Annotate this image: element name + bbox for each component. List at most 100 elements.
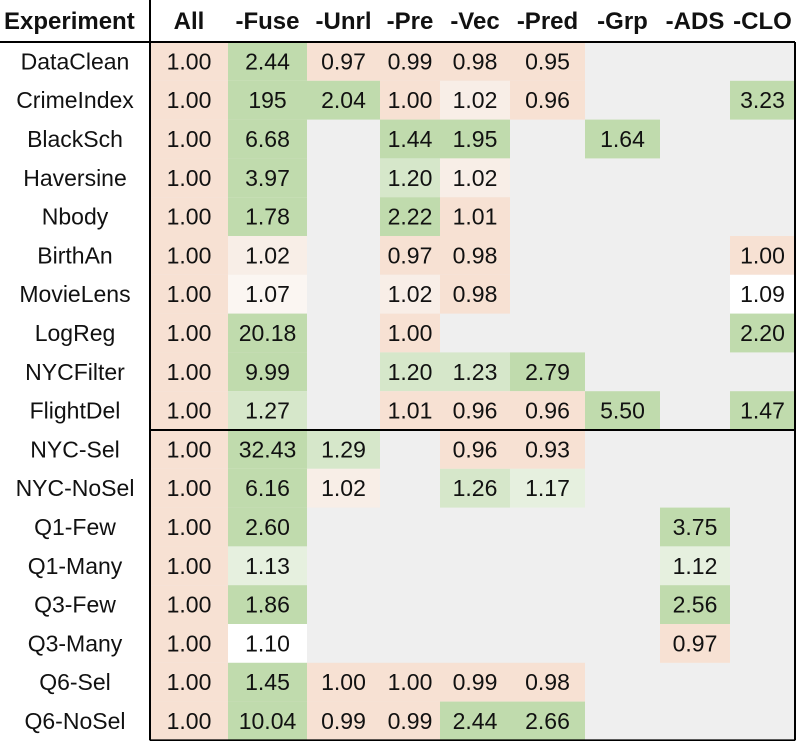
cell-bg-flightdel-fuse	[228, 391, 307, 430]
cell-value-movielens-all: 1.00	[167, 281, 212, 307]
cell-bg-crimeindex-vec	[440, 80, 510, 120]
cell-value-q6-sel-pred: 0.98	[525, 669, 570, 695]
cell-bg-dataclean-vec	[440, 42, 510, 81]
cell-bg-q1-many-ads	[660, 546, 730, 586]
header-fuse: -Fuse	[235, 8, 299, 35]
cell-value-q6-sel-fuse: 1.45	[245, 669, 290, 695]
cell-bg-blacksch-all	[150, 119, 228, 159]
cell-bg-nbody-all	[150, 197, 228, 236]
cell-value-q1-many-ads: 1.12	[673, 553, 718, 579]
row-label-q3-many: Q3-Many	[28, 630, 123, 656]
cell-value-q3-many-fuse: 1.10	[245, 630, 290, 656]
cell-value-flightdel-all: 1.00	[167, 398, 212, 424]
cell-bg-crimeindex-fuse	[228, 80, 307, 120]
row-label-logreg: LogReg	[35, 320, 116, 346]
cell-bg-nyc-sel-all	[150, 430, 228, 469]
cell-bg-crimeindex-pre	[380, 80, 440, 120]
cell-bg-birthan-clo	[730, 236, 795, 275]
row-label-blacksch: BlackSch	[27, 126, 123, 152]
cell-value-q6-sel-pre: 1.00	[388, 669, 433, 695]
cell-bg-q3-few-fuse	[228, 585, 307, 624]
cell-value-nyc-sel-all: 1.00	[167, 436, 212, 462]
cell-value-haversine-all: 1.00	[167, 165, 212, 191]
cell-value-dataclean-vec: 0.98	[453, 48, 498, 74]
cell-value-q1-many-fuse: 1.13	[245, 553, 290, 579]
cell-value-flightdel-pred: 0.96	[525, 398, 570, 424]
cell-value-movielens-pre: 1.02	[388, 281, 433, 307]
cell-bg-q3-many-ads	[660, 624, 730, 663]
cell-value-nbody-all: 1.00	[167, 204, 212, 230]
cell-bg-nyc-sel-unrl	[307, 430, 380, 469]
row-label-q6-sel: Q6-Sel	[39, 669, 111, 695]
row-label-nyc-sel: NYC-Sel	[30, 436, 119, 462]
cell-bg-q3-few-ads	[660, 585, 730, 624]
cell-value-nycfilter-vec: 1.23	[453, 359, 498, 385]
cell-value-movielens-fuse: 1.07	[245, 281, 290, 307]
cell-value-nyc-nosel-fuse: 6.16	[245, 475, 290, 501]
cell-bg-nyc-nosel-all	[150, 468, 228, 508]
cell-value-q6-nosel-all: 1.00	[167, 708, 212, 734]
cell-bg-logreg-fuse	[228, 313, 307, 353]
cell-value-q3-few-fuse: 1.86	[245, 592, 290, 618]
cell-bg-q6-sel-unrl	[307, 662, 380, 702]
row-label-birthan: BirthAn	[37, 242, 112, 268]
row-label-flightdel: FlightDel	[30, 398, 121, 424]
header-experiment: Experiment	[4, 8, 135, 35]
cell-bg-q6-nosel-all	[150, 701, 228, 741]
header-pre: -Pre	[387, 8, 434, 35]
cell-value-haversine-fuse: 3.97	[245, 165, 290, 191]
row-label-q6-nosel: Q6-NoSel	[25, 708, 126, 734]
cell-value-crimeindex-unrl: 2.04	[321, 87, 366, 113]
cell-value-nyc-nosel-vec: 1.26	[453, 475, 498, 501]
cell-bg-dataclean-fuse	[228, 42, 307, 81]
cell-value-nbody-vec: 1.01	[453, 204, 498, 230]
cell-value-dataclean-fuse: 2.44	[245, 48, 290, 74]
cell-bg-flightdel-all	[150, 391, 228, 430]
cell-value-nbody-fuse: 1.78	[245, 204, 290, 230]
row-label-nycfilter: NYCFilter	[25, 359, 125, 385]
cell-bg-q3-few-all	[150, 585, 228, 624]
cell-bg-haversine-all	[150, 158, 228, 198]
cell-value-nyc-sel-vec: 0.96	[453, 436, 498, 462]
cell-value-logreg-fuse: 20.18	[239, 320, 297, 346]
cell-value-nyc-nosel-unrl: 1.02	[321, 475, 366, 501]
cell-value-q6-nosel-pre: 0.99	[388, 708, 433, 734]
cell-bg-nycfilter-all	[150, 352, 228, 392]
cell-value-dataclean-unrl: 0.97	[321, 48, 366, 74]
cell-bg-nycfilter-pre	[380, 352, 440, 392]
cell-bg-nyc-sel-fuse	[228, 430, 307, 469]
cell-bg-flightdel-pred	[510, 391, 585, 430]
cell-value-flightdel-pre: 1.01	[388, 398, 433, 424]
cell-value-q1-few-fuse: 2.60	[245, 514, 290, 540]
cell-value-logreg-clo: 2.20	[740, 320, 785, 346]
row-label-nyc-nosel: NYC-NoSel	[16, 475, 135, 501]
cell-value-crimeindex-fuse: 195	[248, 87, 286, 113]
cell-bg-nbody-fuse	[228, 197, 307, 236]
cell-value-nbody-pre: 2.22	[388, 204, 433, 230]
cell-bg-q6-sel-all	[150, 662, 228, 702]
cell-bg-birthan-pre	[380, 236, 440, 275]
cell-value-birthan-fuse: 1.02	[245, 242, 290, 268]
row-label-crimeindex: CrimeIndex	[16, 87, 134, 113]
cell-bg-q6-nosel-vec	[440, 701, 510, 741]
cell-bg-nycfilter-pred	[510, 352, 585, 392]
cell-bg-crimeindex-pred	[510, 80, 585, 120]
cell-bg-flightdel-vec	[440, 391, 510, 430]
cell-value-haversine-vec: 1.02	[453, 165, 498, 191]
cell-bg-q6-sel-fuse	[228, 662, 307, 702]
cell-bg-q1-few-fuse	[228, 507, 307, 547]
cell-value-nycfilter-all: 1.00	[167, 359, 212, 385]
cell-bg-nyc-nosel-vec	[440, 468, 510, 508]
cell-value-q1-few-ads: 3.75	[673, 514, 718, 540]
header-pred: -Pred	[517, 8, 578, 35]
cell-value-q6-nosel-vec: 2.44	[453, 708, 498, 734]
cell-value-q6-sel-unrl: 1.00	[321, 669, 366, 695]
cell-bg-movielens-vec	[440, 274, 510, 314]
cell-value-logreg-all: 1.00	[167, 320, 212, 346]
cell-bg-nbody-pre	[380, 197, 440, 236]
cell-value-q3-many-ads: 0.97	[673, 630, 718, 656]
cell-bg-flightdel-pre	[380, 391, 440, 430]
cell-bg-q6-sel-pred	[510, 662, 585, 702]
cell-bg-q6-nosel-unrl	[307, 701, 380, 741]
